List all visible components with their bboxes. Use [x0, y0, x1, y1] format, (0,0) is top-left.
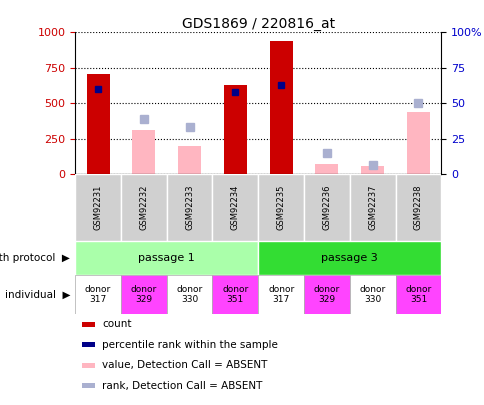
Text: donor
351: donor 351 — [222, 285, 248, 304]
Bar — [75, 174, 121, 241]
Text: count: count — [102, 320, 131, 329]
Text: GSM92234: GSM92234 — [230, 185, 240, 230]
Text: percentile rank within the sample: percentile rank within the sample — [102, 340, 277, 350]
Bar — [75, 241, 257, 275]
Text: GSM92236: GSM92236 — [322, 185, 331, 230]
Text: passage 1: passage 1 — [138, 253, 195, 263]
Text: GSM92231: GSM92231 — [93, 185, 102, 230]
Text: GSM92232: GSM92232 — [139, 185, 148, 230]
Text: growth protocol  ▶: growth protocol ▶ — [0, 253, 70, 263]
Bar — [82, 343, 94, 347]
Text: GSM92238: GSM92238 — [413, 185, 422, 230]
Bar — [82, 383, 94, 388]
Bar — [82, 363, 94, 368]
Text: GSM92237: GSM92237 — [367, 185, 377, 230]
Text: donor
317: donor 317 — [268, 285, 294, 304]
Text: rank, Detection Call = ABSENT: rank, Detection Call = ABSENT — [102, 381, 262, 391]
Bar — [303, 174, 349, 241]
Bar — [82, 322, 94, 327]
Text: donor
317: donor 317 — [85, 285, 111, 304]
Bar — [166, 275, 212, 314]
Text: GSM92233: GSM92233 — [185, 185, 194, 230]
Bar — [87, 74, 109, 174]
Bar — [212, 275, 257, 314]
Text: donor
330: donor 330 — [359, 285, 385, 304]
Bar — [269, 41, 292, 174]
Bar — [303, 275, 349, 314]
Bar — [395, 275, 440, 314]
Text: individual  ▶: individual ▶ — [5, 290, 70, 300]
Bar — [361, 166, 383, 174]
Bar — [121, 275, 166, 314]
Text: value, Detection Call = ABSENT: value, Detection Call = ABSENT — [102, 360, 267, 370]
Text: donor
329: donor 329 — [313, 285, 339, 304]
Bar — [395, 174, 440, 241]
Bar — [178, 146, 201, 174]
Text: donor
330: donor 330 — [176, 285, 202, 304]
Bar — [257, 174, 303, 241]
Bar — [132, 130, 155, 174]
Bar — [349, 174, 395, 241]
Bar — [121, 174, 166, 241]
Text: GSM92235: GSM92235 — [276, 185, 285, 230]
Bar — [349, 275, 395, 314]
Bar — [166, 174, 212, 241]
Title: GDS1869 / 220816_at: GDS1869 / 220816_at — [182, 17, 334, 31]
Bar — [75, 275, 121, 314]
Text: passage 3: passage 3 — [321, 253, 378, 263]
Bar — [212, 174, 257, 241]
Bar — [257, 275, 303, 314]
Text: donor
329: donor 329 — [131, 285, 157, 304]
Bar — [224, 85, 246, 174]
Bar — [257, 241, 440, 275]
Text: donor
351: donor 351 — [405, 285, 431, 304]
Bar — [406, 112, 429, 174]
Bar — [315, 164, 338, 174]
